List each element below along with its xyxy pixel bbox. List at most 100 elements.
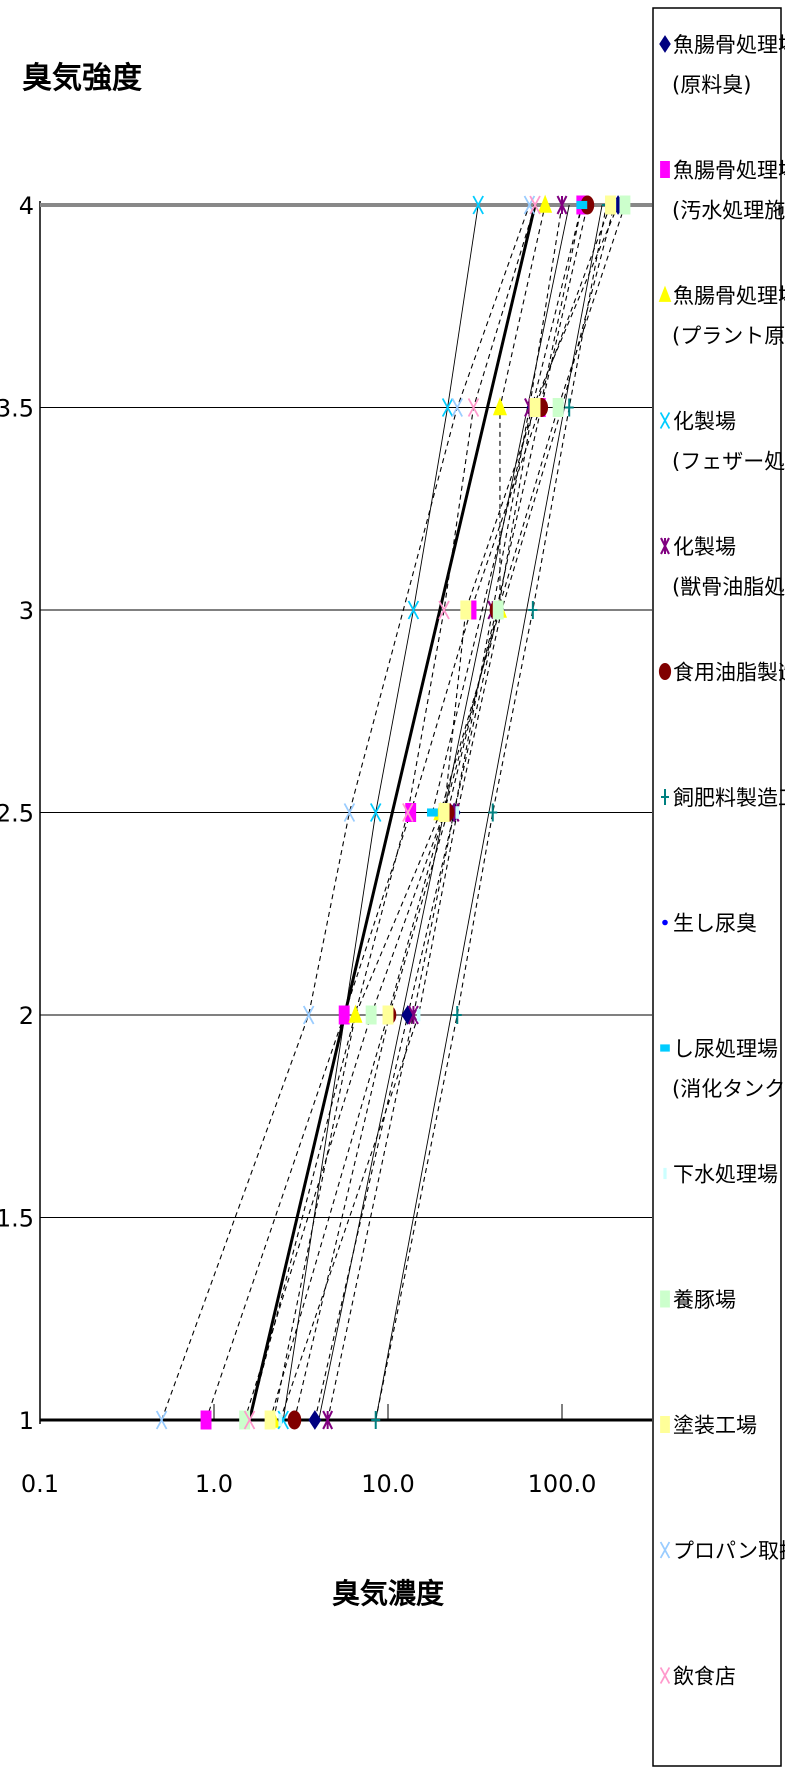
data-point: [467, 398, 480, 417]
data-point: [451, 398, 463, 417]
data-point: [308, 1410, 322, 1430]
legend-marker: [660, 161, 670, 178]
marker-stroke: [659, 1667, 671, 1684]
data-point: [243, 1410, 256, 1430]
series-line: [273, 204, 546, 1421]
marker-stroke: [659, 412, 671, 429]
data-point: [239, 1410, 251, 1430]
data-point: [452, 1006, 462, 1024]
marker-stroke: [659, 1541, 671, 1559]
marker-stroke: [369, 803, 382, 822]
legend-marker: [663, 1167, 667, 1180]
data-point: [322, 1410, 334, 1430]
marker-stroke: [155, 1410, 168, 1430]
data-point: [427, 808, 438, 817]
data-point: [416, 1008, 421, 1022]
data-point: [552, 398, 564, 417]
legend-label: 化製場: [673, 535, 736, 559]
y-tick-label: 1.5: [0, 1205, 34, 1233]
legend-item: 化製場 (獣骨油脂処理): [660, 535, 785, 599]
reference-line: [248, 204, 537, 1421]
legend-item: 食用油脂製造工場: [658, 661, 785, 685]
legend-item: 養豚場: [660, 1288, 736, 1312]
legend-marker: [662, 919, 668, 926]
y-tick-label: 2.5: [0, 800, 34, 828]
data-point: [492, 397, 507, 416]
legend-label: 養豚場: [673, 1288, 736, 1312]
data-point: [371, 1411, 381, 1429]
legend-item: 化製場 (フェザー処理): [659, 410, 785, 474]
data-point: [369, 803, 382, 822]
data-point: [460, 600, 472, 620]
y-tick-label: 3: [19, 597, 34, 625]
data-point: [556, 195, 568, 215]
legend-label: 塗装工場: [673, 1414, 757, 1438]
legend-marker: [659, 412, 671, 429]
x-axis-title: 臭気濃度: [332, 1577, 444, 1610]
legend-marker: [658, 663, 672, 680]
data-point: [441, 398, 454, 417]
legend-item: 魚腸骨処理場 (原料臭): [659, 33, 785, 97]
x-tick-label: 0.1: [21, 1470, 59, 1498]
legend-item: 魚腸骨処理場 (プラント原臭): [658, 284, 785, 348]
legend-label: 飼肥料製造工場: [673, 786, 785, 810]
series-line: [293, 204, 588, 1421]
legend-marker: [659, 1541, 671, 1559]
marker-stroke: [343, 803, 356, 822]
y-tick-label: 2: [19, 1002, 34, 1030]
data-point: [528, 601, 538, 619]
legend-label: 化製場: [673, 410, 736, 434]
legend-label: (プラント原臭): [672, 324, 785, 348]
legend-marker: [660, 1044, 670, 1052]
data-point: [155, 1410, 168, 1430]
y-axis-ticks: 1 1.5 2 2.5 3 3.5 4: [0, 192, 34, 1435]
series-line: [375, 204, 607, 1421]
legend-label: 魚腸骨処理場: [673, 159, 785, 183]
data-point: [382, 1005, 394, 1025]
legend-label: し尿処理場: [673, 1037, 778, 1061]
legend-item: 魚腸骨処理場 (汚水処理施設原臭): [660, 159, 785, 223]
legend-label: 魚腸骨処理場: [673, 284, 785, 308]
legend-label: 魚腸骨処理場: [673, 33, 785, 57]
marker-stroke: [302, 1005, 315, 1025]
series-markers: [155, 194, 631, 1430]
y-axis-title: 臭気強度: [22, 61, 142, 96]
data-point: [408, 1005, 419, 1025]
legend-label: (原料臭): [672, 73, 751, 97]
y-tick-label: 4: [19, 192, 34, 220]
data-point: [619, 195, 631, 215]
legend-label: 飲食店: [673, 1665, 736, 1689]
legend-label: (獣骨油脂処理): [672, 575, 785, 599]
legend-marker: [658, 285, 672, 302]
legend-marker: [659, 1667, 671, 1684]
data-point: [538, 194, 553, 213]
series-line: [244, 204, 626, 1421]
legend-marker: [660, 1416, 670, 1433]
legend-label: (消化タンク付近): [672, 1077, 785, 1101]
data-point: [348, 1004, 363, 1023]
marker-stroke: [441, 398, 454, 417]
legend-marker: [660, 537, 670, 555]
series-line: [269, 204, 612, 1421]
legend-item: 生し尿臭: [662, 912, 757, 936]
data-point: [576, 200, 588, 210]
data-point: [405, 803, 417, 822]
data-point: [438, 803, 450, 822]
data-point: [492, 600, 504, 620]
x-tick-label: 1.0: [195, 1470, 233, 1498]
legend-item: プロパン取扱所: [659, 1539, 785, 1563]
series-lines: [161, 204, 626, 1421]
marker-stroke: [407, 600, 420, 620]
legend-item: 下水処理場: [663, 1163, 778, 1187]
legend-label: 食用油脂製造工場: [673, 661, 785, 685]
marker-stroke: [243, 1410, 256, 1430]
legend-label: 下水処理場: [673, 1163, 778, 1187]
data-point: [605, 195, 616, 215]
data-point: [488, 803, 498, 822]
data-point: [455, 806, 460, 819]
data-point: [287, 1410, 302, 1430]
x-tick-label: 100.0: [528, 1470, 597, 1498]
data-point: [200, 1410, 212, 1430]
marker-stroke: [402, 803, 414, 822]
